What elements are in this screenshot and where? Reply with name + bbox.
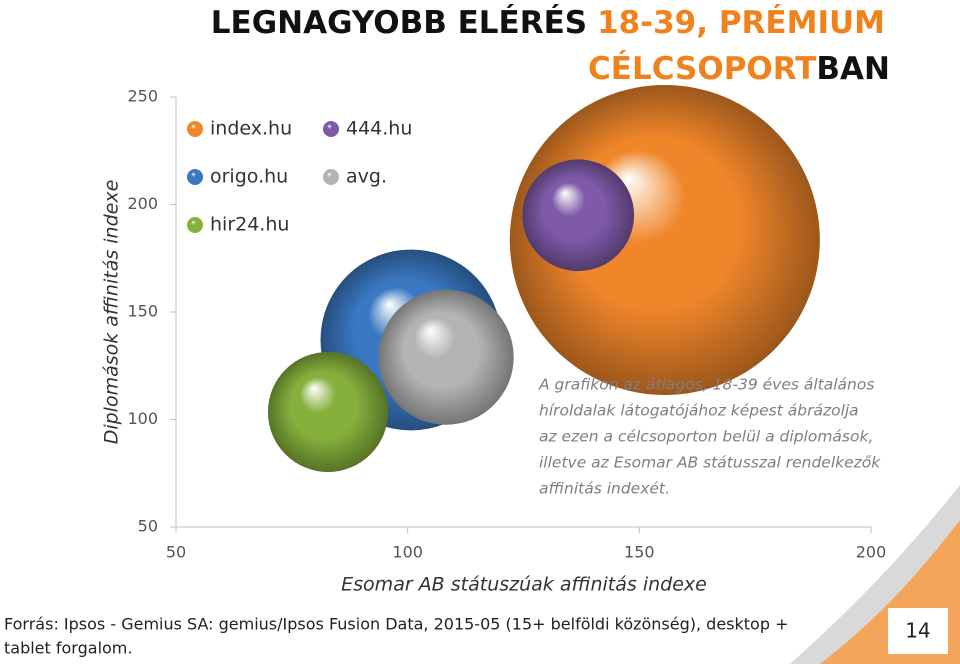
annotation: affinitás indexét. — [539, 480, 670, 498]
bubble-shade — [522, 159, 635, 272]
decoration — [790, 485, 960, 664]
legend-label: origo.hu — [210, 166, 288, 188]
bubble-shade — [267, 351, 389, 473]
title-part: CÉLCSOPORT — [588, 51, 816, 87]
y-axis-label: Diplomások affinitás indexe — [101, 180, 123, 445]
legend-label: hir24.hu — [210, 214, 289, 236]
x-tick-label: 200 — [856, 543, 887, 562]
annotation: A grafikon az átlagos, 18-39 éves általá… — [538, 376, 874, 394]
annotation: illetve az Esomar AB státusszal rendelke… — [539, 454, 881, 472]
legend-marker — [323, 169, 339, 185]
bubble-shade — [378, 289, 514, 425]
x-tick-label: 50 — [166, 543, 186, 562]
y-tick-label: 250 — [127, 87, 158, 106]
source: tablet forgalom. — [4, 639, 132, 658]
title-part: BAN — [816, 51, 890, 87]
title-part: 18-39, PRÉMIUM — [597, 5, 885, 41]
x-tick-label: 150 — [624, 543, 655, 562]
source: Forrás: Ipsos - Gemius SA: gemius/Ipsos … — [4, 615, 789, 634]
legend-label: index.hu — [210, 118, 292, 140]
page-box — [888, 608, 948, 654]
legend-label: avg. — [346, 166, 387, 188]
y-tick-label: 150 — [127, 302, 158, 321]
legend-marker — [323, 121, 339, 137]
legend-marker — [187, 217, 203, 233]
annotation: híroldalak látogatójához képest ábrázolj… — [539, 402, 859, 420]
legend-marker — [187, 121, 203, 137]
legend-label: 444.hu — [346, 118, 412, 140]
page-number: 14 — [905, 619, 930, 643]
y-tick-label: 200 — [127, 194, 158, 213]
y-tick-label: 100 — [127, 409, 158, 428]
chart-title: LEGNAGYOBB ELÉRÉS 18-39, PRÉMIUM — [211, 5, 885, 41]
legend-marker — [187, 169, 203, 185]
chart-title: CÉLCSOPORTBAN — [588, 51, 890, 87]
title-part: LEGNAGYOBB ELÉRÉS — [211, 5, 587, 41]
x-axis-label: Esomar AB státuszúak affinitás indexe — [341, 574, 707, 596]
y-tick-label: 50 — [138, 517, 158, 536]
x-tick-label: 100 — [392, 543, 423, 562]
annotation: az ezen a célcsoporton belül a diplomáso… — [539, 428, 873, 446]
plot — [267, 84, 820, 473]
